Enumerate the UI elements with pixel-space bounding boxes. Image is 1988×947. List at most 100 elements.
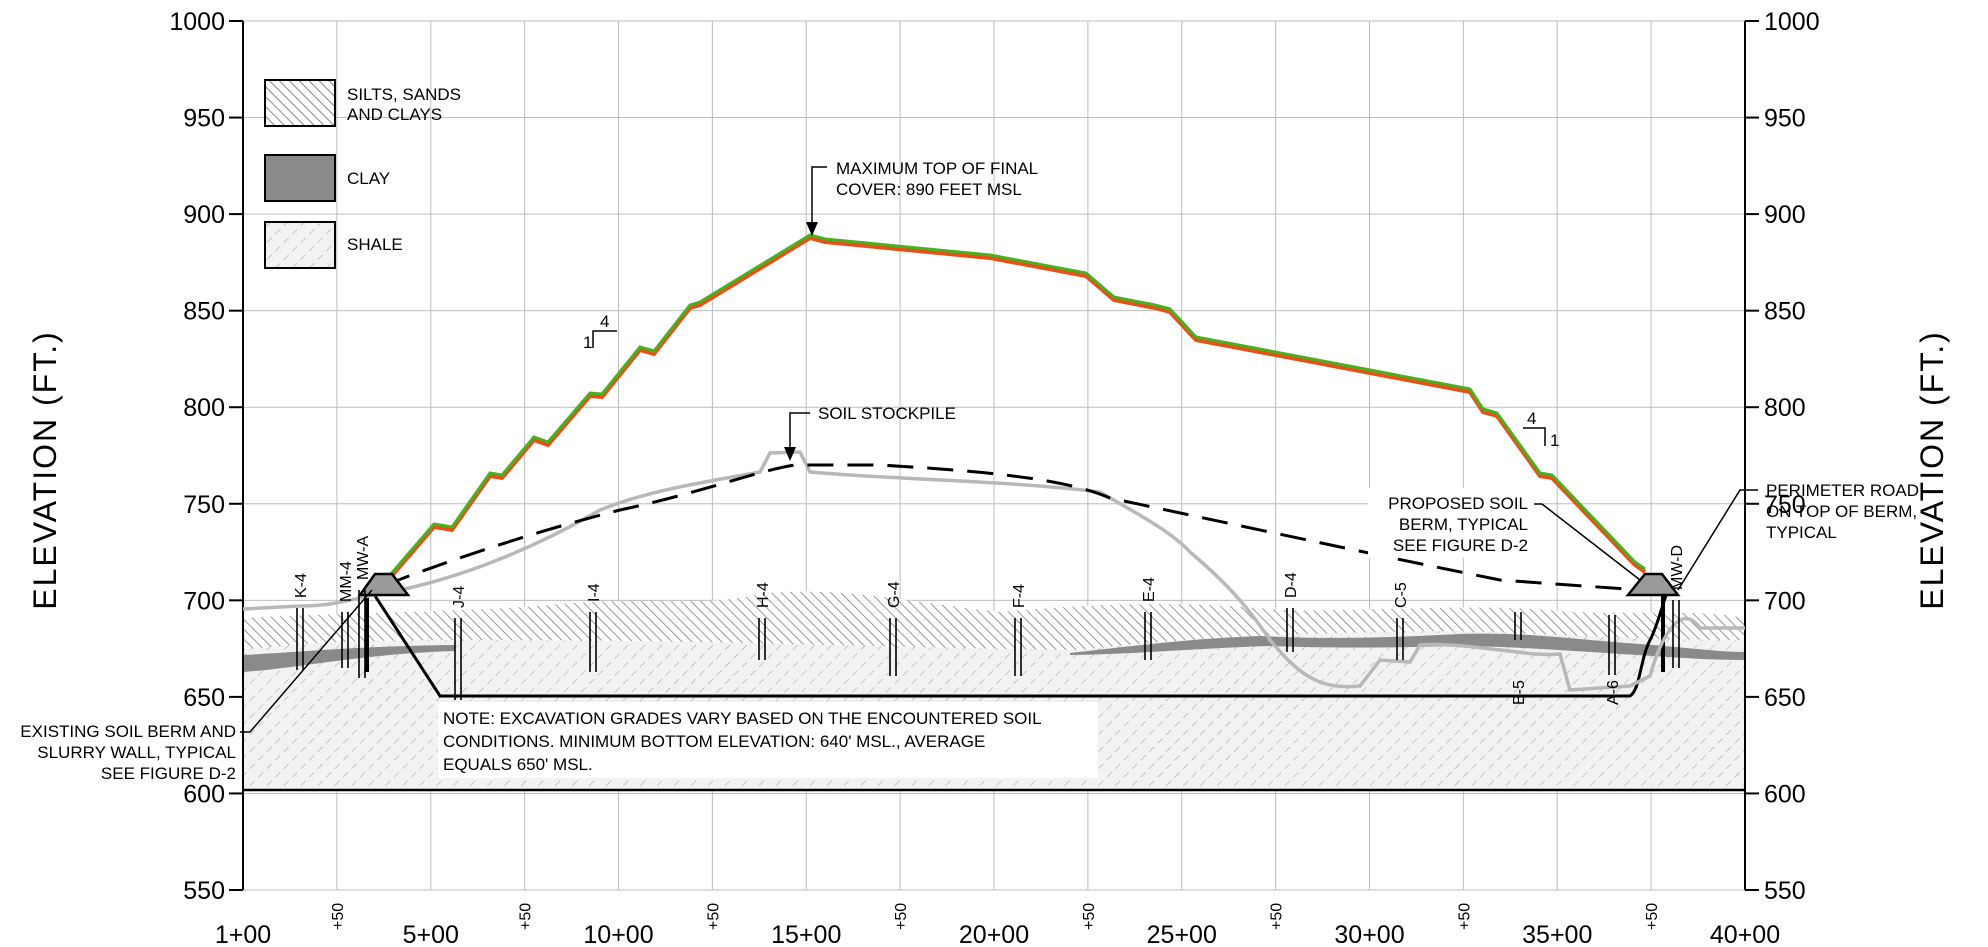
x-half-station-label: +50 [1456,903,1473,930]
elevation-axes [242,21,1746,890]
well-label: K-4 [293,573,310,598]
proposed-berm-line-1: PROPOSED SOIL [1388,494,1528,513]
slope-right-run: 4 [1527,409,1536,428]
y-tick-label-right: 850 [1764,298,1806,326]
perimeter-road-line-2: ON TOP OF BERM, [1766,502,1917,521]
perimeter-road-callout: PERIMETER ROAD ON TOP OF BERM, TYPICAL [1677,481,1919,591]
well-label: I-4 [586,583,603,602]
y-tick-label-left: 750 [183,491,225,519]
soil-stockpile-label: SOIL STOCKPILE [818,404,956,423]
y-tick-label-left: 1000 [169,8,225,36]
proposed-berm-right [1625,572,1681,597]
x-station-labels: 1+00 +50 5+00 +50 10+00 +50 15+00 +50 20+00 +50 25… [215,903,1780,947]
proposed-berm-line-3: SEE FIGURE D-2 [1393,536,1528,555]
well-label: A-6 [1605,680,1622,705]
slurry-walls [365,585,1665,672]
well-label: J-4 [451,586,468,608]
perimeter-road-line-1: PERIMETER ROAD [1766,481,1919,500]
y-tick-label-right: 800 [1764,394,1806,422]
max-cover-callout: MAXIMUM TOP OF FINAL COVER: 890 FEET MSL [806,159,1038,236]
existing-berm-left [357,572,411,597]
existing-berm-line-3: SEE FIGURE D-2 [101,764,236,783]
well-label: MW-A [355,536,372,580]
note-line-3: EQUALS 650' MSL. [443,755,593,774]
max-cover-line-1: MAXIMUM TOP OF FINAL [836,159,1038,178]
perimeter-road-line-3: TYPICAL [1766,523,1837,542]
x-half-station-label: +50 [330,903,347,930]
clay-layer-left [243,645,455,672]
y-tick-label-right: 600 [1764,780,1806,808]
y-tick-label-right: 700 [1764,587,1806,615]
legend-label-silts-1: SILTS, SANDS [347,85,461,104]
y-tick-label-left: 800 [183,394,225,422]
x-station-label: 15+00 [771,921,841,947]
slope-indicator-right: 4 1 [1523,409,1559,450]
existing-ground-profile [242,450,1745,692]
proposed-berm-callout: PROPOSED SOIL BERM, TYPICAL SEE FIGURE D… [1368,488,1641,581]
existing-berm-line-2: SLURRY WALL, TYPICAL [37,743,236,762]
x-station-label: 25+00 [1147,921,1217,947]
y-tick-label-right: 650 [1764,684,1806,712]
y-tick-label-right: 1000 [1764,8,1820,36]
y-tick-label-left: 700 [183,587,225,615]
y-tick-label-left: 600 [183,780,225,808]
x-station-label: 5+00 [403,921,459,947]
slope-left-rise: 1 [583,333,592,352]
x-station-label: 1+00 [215,921,271,947]
proposed-berm-line-2: BERM, TYPICAL [1399,515,1528,534]
x-station-label: 35+00 [1522,921,1592,947]
x-station-label: 30+00 [1334,921,1404,947]
y-tick-labels-right: 550 600 650 700 750 800 850 900 950 1000 [1745,8,1820,905]
well-label: D-4 [1283,572,1300,598]
y-tick-label-left: 850 [183,298,225,326]
x-station-label: 40+00 [1710,921,1780,947]
legend-label-shale: SHALE [347,235,403,254]
x-half-station-label: +50 [1081,903,1098,930]
final-cover-bottom [382,235,1647,587]
x-half-station-label: +50 [893,903,910,930]
y-tick-labels-left: 550 600 650 700 750 800 850 900 950 1000 [169,8,243,905]
max-cover-line-2: COVER: 890 FEET MSL [836,180,1022,199]
y-tick-label-right: 950 [1764,105,1806,133]
x-station-label: 10+00 [583,921,653,947]
slope-left-run: 4 [600,312,609,331]
well-label: B-5 [1511,680,1528,705]
well-label: E-4 [1141,577,1158,602]
note-line-2: CONDITIONS. MINIMUM BOTTOM ELEVATION: 64… [443,732,985,751]
note-line-1: NOTE: EXCAVATION GRADES VARY BASED ON TH… [443,709,1042,728]
well-label: G-4 [886,581,903,608]
legend-label-clay: CLAY [347,169,390,188]
silts-sands-clays-layer [243,591,1745,650]
monitoring-wells: K-4 MM-4MW-A J-4 I-4 H-4 G-4 F-4 E-4 D-4 C-5 B-5 A-… [293,536,1686,705]
slope-right-rise: 1 [1550,431,1559,450]
final-cover-top [382,233,1646,583]
x-half-station-label: +50 [1644,903,1661,930]
excavation-note: NOTE: EXCAVATION GRADES VARY BASED ON TH… [438,702,1098,778]
well-label: MM-4 [338,561,355,602]
y-tick-label-left: 650 [183,684,225,712]
legend-swatch-silts [264,79,336,127]
soil-stockpile-callout: SOIL STOCKPILE [784,404,956,461]
right-axis-title: ELEVATION (FT.) [1914,330,1950,610]
existing-berm-callout: EXISTING SOIL BERM AND SLURRY WALL, TYPI… [0,589,373,783]
y-tick-label-right: 550 [1764,877,1806,905]
x-half-station-label: +50 [1269,903,1286,930]
y-tick-label-right: 750 [1764,491,1806,519]
legend-swatch-clay [264,154,336,202]
existing-berm-line-1: EXISTING SOIL BERM AND [20,722,236,741]
slope-indicator-left: 1 4 [583,312,617,352]
y-tick-label-left: 550 [183,877,225,905]
x-half-station-label: +50 [705,903,722,930]
y-tick-label-right: 900 [1764,201,1806,229]
well-label: H-4 [755,582,772,608]
legend-label-silts-2: AND CLAYS [347,105,442,124]
legend-swatch-shale [264,221,336,269]
y-tick-label-left: 950 [183,105,225,133]
clay-layer-right [1070,633,1745,660]
left-axis-title: ELEVATION (FT.) [27,330,63,610]
y-tick-label-left: 900 [183,201,225,229]
well-label: MW-D [1669,545,1686,590]
x-station-label: 20+00 [959,921,1029,947]
stockpile-dashed-profile [384,463,1641,592]
